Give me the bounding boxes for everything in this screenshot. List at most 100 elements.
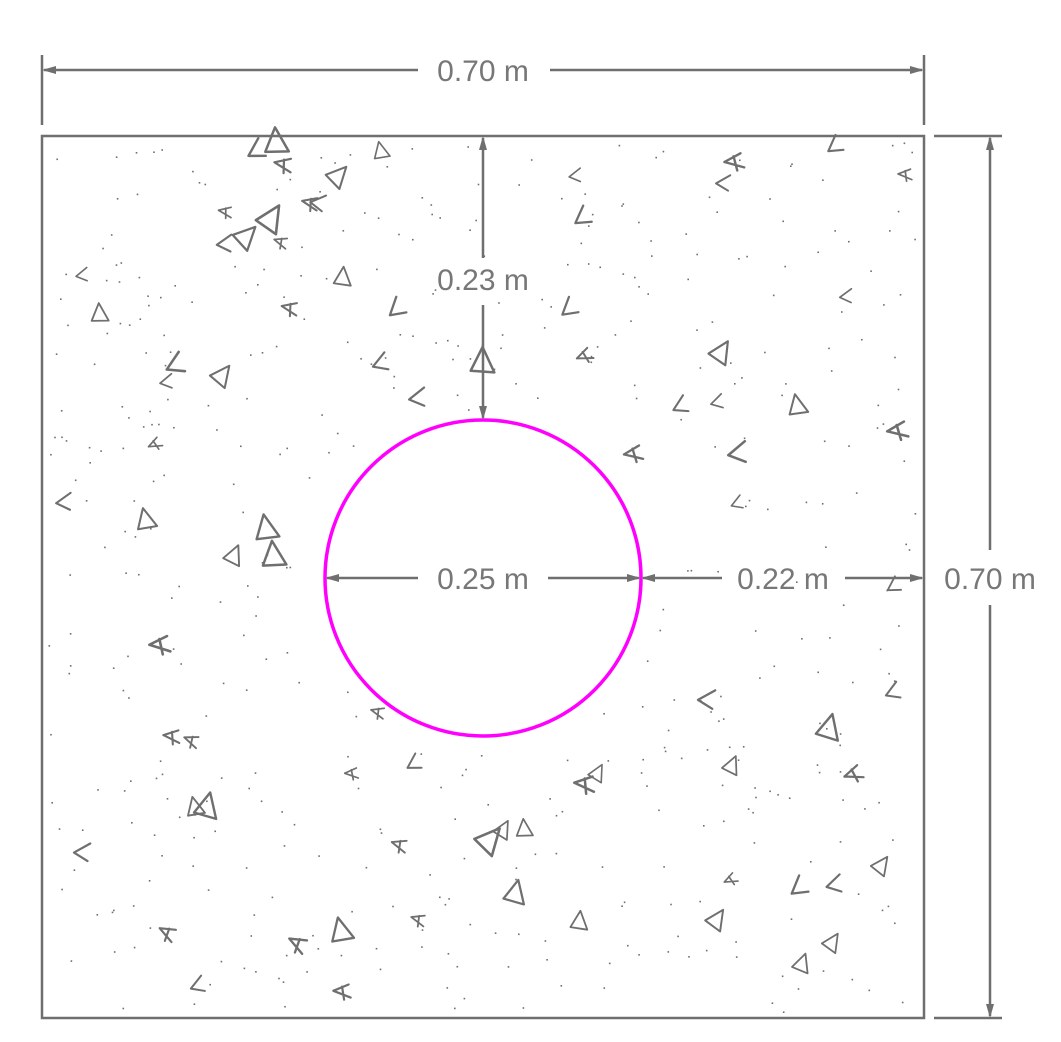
- hatch-speck: [73, 869, 76, 871]
- hatch-speck: [346, 341, 349, 344]
- hatch-speck: [399, 334, 402, 336]
- aggregate-triangle: [187, 795, 206, 817]
- top-cover-dimension: 0.23 m: [437, 136, 529, 420]
- aggregate-stroke: [183, 735, 200, 750]
- hatch-speck: [56, 158, 58, 161]
- hatch-speck: [263, 268, 265, 271]
- hatch-speck: [421, 946, 423, 948]
- hatch-speck: [603, 987, 606, 989]
- hatch-speck: [705, 949, 708, 952]
- hatch-speck: [68, 672, 71, 675]
- hatch-speck: [240, 445, 242, 448]
- hatch-speck: [790, 165, 792, 167]
- hatch-speck: [469, 923, 472, 926]
- hatch-speck: [825, 546, 827, 548]
- hatch-speck: [646, 785, 648, 787]
- hatch-speck: [621, 205, 623, 207]
- hatch-speck: [136, 193, 139, 196]
- aggregate-triangle: [324, 165, 348, 191]
- hatch-speck: [440, 786, 442, 789]
- hatch-speck: [655, 156, 657, 159]
- hatch-speck: [375, 947, 378, 950]
- hatch-speck: [119, 322, 122, 325]
- hatch-speck: [171, 597, 173, 599]
- aggregate-stroke: [726, 439, 747, 464]
- hatch-speck: [180, 663, 182, 665]
- hatch-speck: [446, 987, 449, 989]
- aggregate-stroke: [838, 287, 853, 304]
- hatch-speck: [555, 814, 558, 817]
- aggregate-triangle: [208, 364, 231, 390]
- hatch-speck: [106, 332, 109, 335]
- hatch-speck: [167, 398, 169, 401]
- aggregate-triangle: [137, 507, 159, 531]
- hatch-speck: [781, 975, 784, 978]
- hatch-speck: [260, 800, 263, 803]
- hatch-speck: [138, 573, 140, 576]
- hatch-speck: [878, 801, 880, 804]
- hatch-speck: [222, 682, 225, 685]
- hatch-speck: [515, 867, 518, 869]
- aggregate-triangle: [231, 225, 257, 252]
- hatch-speck: [193, 836, 195, 839]
- hatch-speck: [250, 354, 252, 356]
- hatch-speck: [754, 630, 757, 632]
- aggregate-stroke: [215, 233, 233, 253]
- hatch-speck: [908, 549, 911, 551]
- hatch-speck: [411, 148, 414, 150]
- hatch-speck: [123, 790, 126, 792]
- hatch-speck: [118, 281, 121, 283]
- hatch-speck: [318, 855, 320, 857]
- hatch-speck: [706, 749, 709, 751]
- hatch-speck: [772, 294, 775, 297]
- hatch-speck: [286, 566, 288, 569]
- hatch-speck: [711, 321, 714, 323]
- hatch-speck: [430, 204, 433, 206]
- hatch-speck: [133, 500, 136, 502]
- aggregate-triangle: [331, 916, 356, 943]
- hatch-speck: [149, 410, 151, 413]
- hatch-speck: [164, 364, 167, 367]
- hatch-speck: [245, 689, 248, 691]
- hatch-speck: [839, 733, 842, 735]
- hatch-speck: [797, 988, 800, 990]
- hatch-speck: [463, 997, 466, 1000]
- hatch-speck: [265, 658, 268, 660]
- hatch-speck: [601, 866, 604, 868]
- hatch-speck: [817, 671, 819, 674]
- hatch-speck: [834, 230, 836, 232]
- hatch-speck: [518, 184, 520, 186]
- hatch-speck: [219, 601, 222, 603]
- hatch-speck: [115, 264, 118, 266]
- hatch-speck: [452, 358, 454, 361]
- hatch-speck: [530, 159, 533, 161]
- hatch-speck: [261, 352, 264, 354]
- hatch-speck: [456, 965, 459, 968]
- hatch-speck: [60, 298, 62, 300]
- hatch-speck: [245, 867, 248, 869]
- hatch-speck: [301, 246, 303, 249]
- hatch-speck: [81, 829, 84, 831]
- aggregate-stroke: [332, 983, 352, 1001]
- aggregate-triangle: [791, 952, 809, 975]
- hatch-speck: [308, 477, 311, 479]
- hatch-speck: [276, 188, 278, 191]
- hatch-speck: [893, 680, 896, 682]
- outer-height-label: 0.70 m: [944, 563, 1036, 596]
- hatch-speck: [723, 820, 725, 823]
- hatch-speck: [163, 474, 165, 477]
- hatch-speck: [283, 296, 285, 298]
- hatch-speck: [739, 159, 741, 162]
- hatch-speck: [892, 839, 894, 841]
- hatch-speck: [102, 247, 104, 250]
- hatch-speck: [566, 759, 569, 762]
- hatch-speck: [435, 342, 437, 344]
- hatch-speck: [469, 358, 472, 360]
- hatch-speck: [635, 397, 638, 400]
- hatch-speck: [255, 971, 257, 973]
- hatch-speck: [232, 483, 235, 486]
- hatch-speck: [370, 363, 373, 365]
- hatch-speck: [647, 293, 649, 295]
- hatch-speck: [677, 935, 679, 938]
- hatch-speck: [128, 324, 131, 326]
